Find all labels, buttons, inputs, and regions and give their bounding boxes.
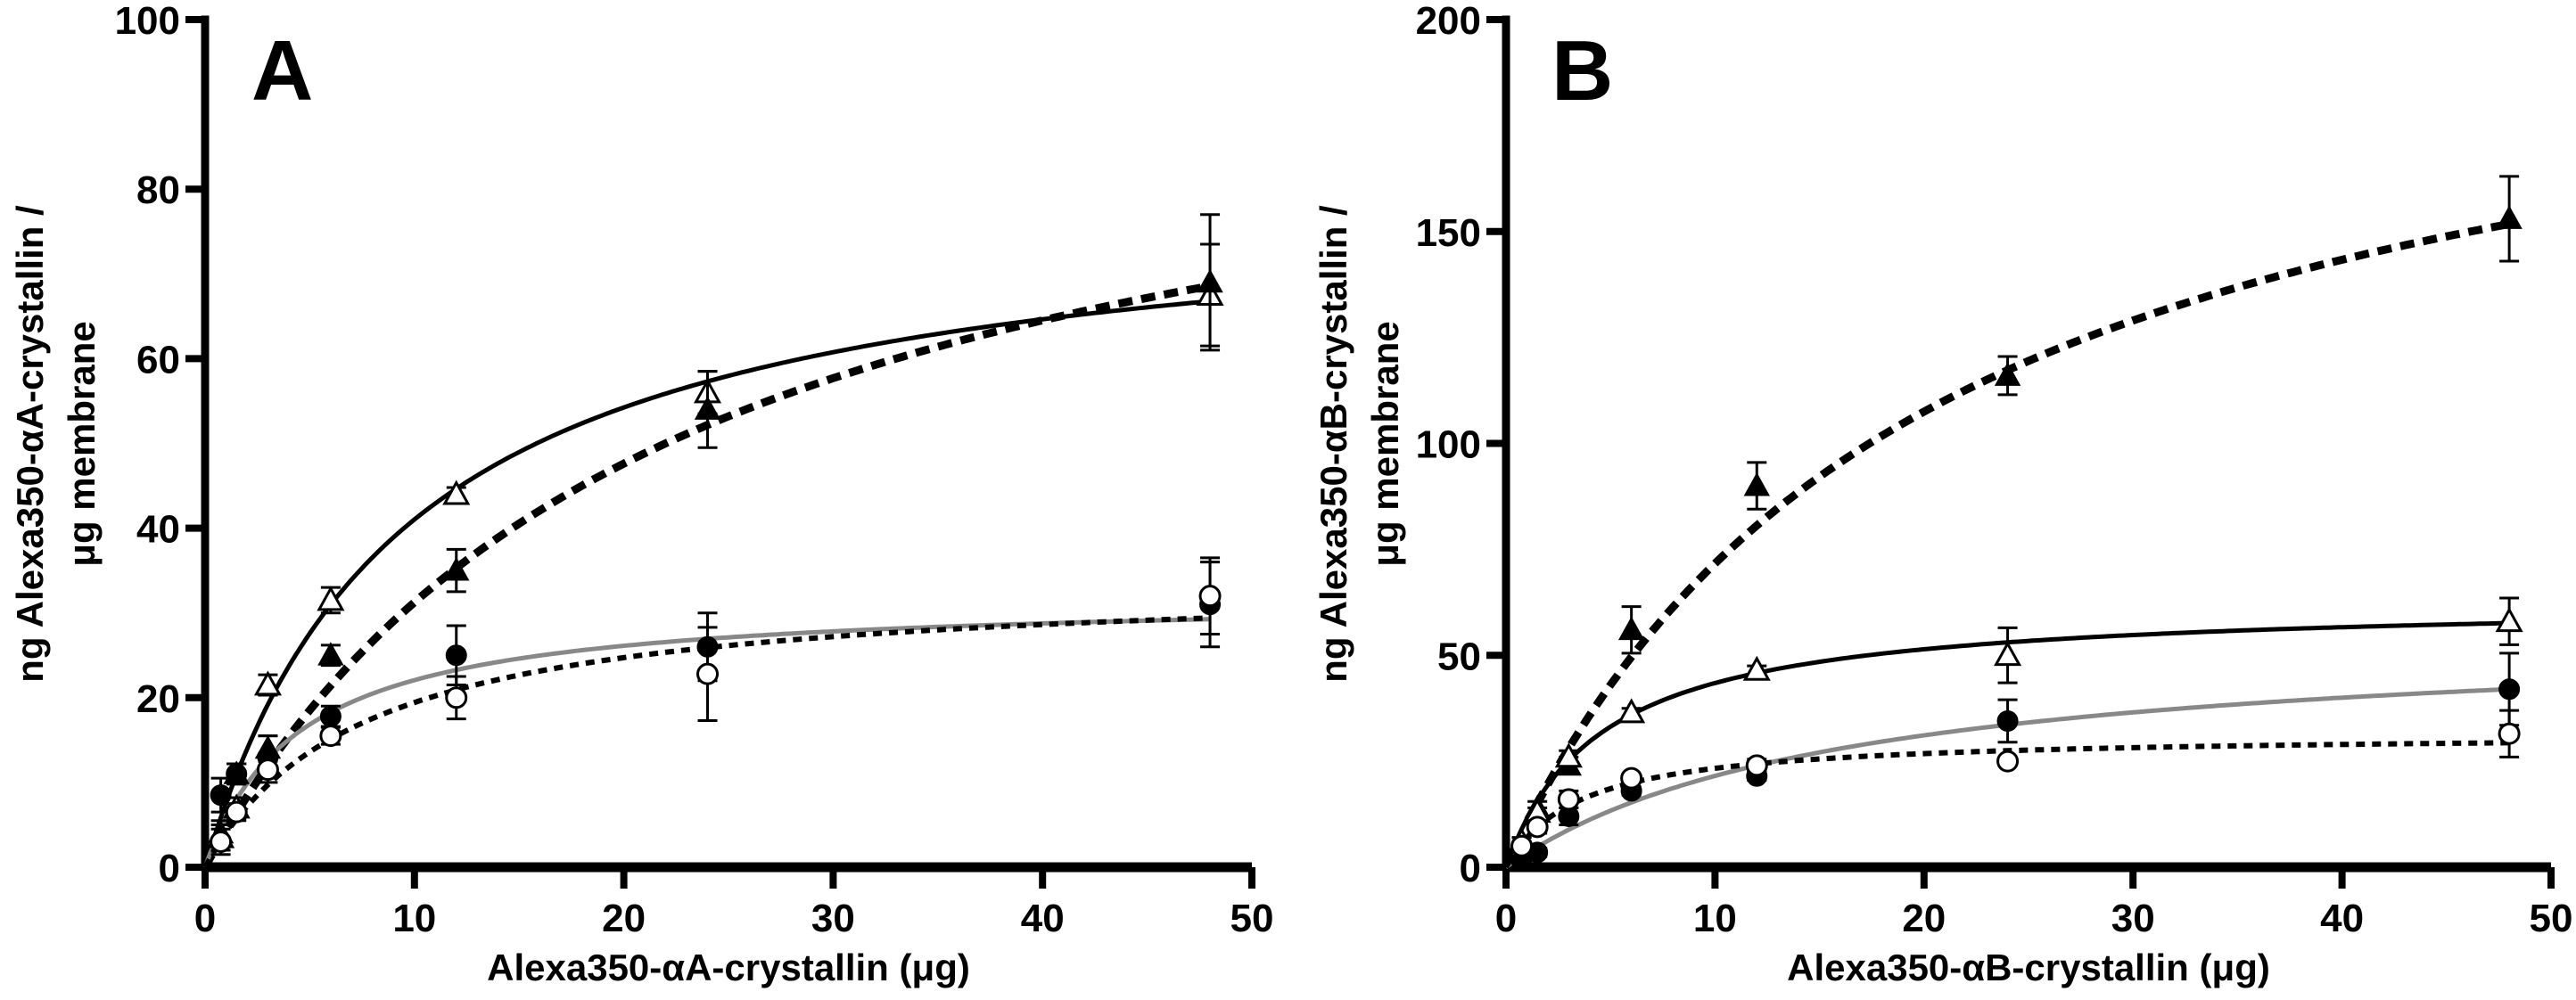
panel-a-x-tick-label: 40 <box>1021 897 1065 940</box>
panel-b-open-circle-point <box>1745 754 1768 777</box>
panel-b-open-circle-point <box>1526 816 1549 839</box>
panel-a-open-circle-fit-curve <box>202 615 1211 869</box>
panel-b-open-triangle-point <box>2495 607 2523 633</box>
panel-b-filled-triangle-point <box>1994 362 2021 386</box>
panel-b-open-circle-point <box>1510 834 1534 857</box>
panel-a-x-tick-label: 30 <box>811 897 855 940</box>
panel-a-filled-triangle-point <box>317 642 344 666</box>
panel-b-open-triangle-point <box>1554 742 1583 768</box>
panel-b-y-tick-label: 50 <box>1437 635 1481 678</box>
panel-b-y-tick-label: 100 <box>1416 423 1481 467</box>
panel-a-y-axis-title-line1: ng Alexa350-αA-crystallin / <box>9 205 51 683</box>
panel-b-x-tick-label: 0 <box>1495 897 1517 940</box>
panel-a-x-axis-title: Alexa350-αA-crystallin (μg) <box>487 947 970 988</box>
panel-b-x-tick-label: 30 <box>2111 897 2155 940</box>
panel-a-open-triangle-point <box>442 480 471 505</box>
panel-b-filled-circle-point <box>1996 709 2019 732</box>
panel-a: 0 10 20 30 40 50 0 20 40 60 80 100 A Alexa350-αA-crys… <box>9 0 1273 988</box>
panel-a-open-triangle-point <box>317 586 345 611</box>
panel-a-open-circle-point <box>445 686 468 709</box>
panel-a-open-circle-point <box>696 662 720 685</box>
panel-a-y-tick-label: 20 <box>136 677 180 721</box>
panel-b-filled-triangle-point <box>1617 616 1645 641</box>
panel-a-y-tick-label: 40 <box>136 508 180 552</box>
panel-b-open-circle-point <box>1557 788 1580 811</box>
panel-b-y-tick-label: 200 <box>1416 0 1481 43</box>
panel-b-y-axis-title-line1: ng Alexa350-αB-crystallin / <box>1313 205 1354 683</box>
panel-a-y-tick-label: 80 <box>136 168 180 212</box>
panel-b-open-triangle-point <box>1617 698 1646 724</box>
panel-a-filled-circle-point <box>210 784 232 807</box>
panel-b-open-circle-point <box>1620 766 1643 790</box>
panel-a-y-tick-label: 100 <box>115 0 180 43</box>
panel-b-open-triangle-point <box>1742 655 1771 681</box>
panel-a-filled-circle-point <box>226 763 248 785</box>
panel-b-y-tick-label: 150 <box>1416 211 1481 255</box>
panel-a-filled-circle-point <box>445 644 467 667</box>
panel-a-label: A <box>251 23 313 119</box>
panel-a-open-circle-point <box>319 725 342 748</box>
panel-b-x-tick-label: 50 <box>2530 897 2573 940</box>
panel-a-y-axis-title-line2: μg membrane <box>61 321 103 566</box>
panel-b-filled-triangle-point <box>2496 205 2523 229</box>
panel-a-filled-circle-point <box>319 705 342 727</box>
panel-b-open-circle-point <box>2498 722 2521 745</box>
panel-b-x-tick-label: 20 <box>1902 897 1946 940</box>
panel-b-x-tick-label: 40 <box>2320 897 2364 940</box>
panel-a-open-circle-point <box>1198 585 1222 608</box>
panel-a-x-tick-label: 10 <box>392 897 436 940</box>
panel-a-filled-triangle-point <box>1197 268 1223 293</box>
panel-a-x-tick-label: 50 <box>1230 897 1274 940</box>
panel-a-filled-triangle-point <box>443 557 470 581</box>
panel-b-open-triangle-point <box>1994 641 2022 667</box>
panel-b-x-axis-title: Alexa350-αB-crystallin (μg) <box>1787 947 2270 988</box>
panel-b-filled-circle-point <box>2498 678 2521 701</box>
panel-a-y-tick-label: 60 <box>136 338 180 381</box>
panel-a-open-circle-point <box>256 758 279 782</box>
panel-a-x-tick-label: 20 <box>602 897 646 940</box>
panel-b-y-axis-title-line2: μg membrane <box>1364 321 1406 566</box>
panel-b-y-tick-label: 0 <box>1460 847 1481 890</box>
panel-b-label: B <box>1551 23 1613 119</box>
panel-b: 0 10 20 30 40 50 0 50 100 150 200 B Alexa350-αB-crys… <box>1313 0 2572 988</box>
panel-a-open-circle-point <box>210 830 233 853</box>
panel-a-filled-triangle-point <box>694 396 721 420</box>
panel-b-open-circle-point <box>1996 750 2020 773</box>
panel-a-y-tick-label: 0 <box>159 847 180 890</box>
panel-a-x-tick-label: 0 <box>194 897 216 940</box>
panel-b-x-tick-label: 10 <box>1693 897 1737 940</box>
panel-b-filled-triangle-point <box>1743 471 1770 496</box>
panel-a-open-circle-point <box>225 800 248 824</box>
panel-a-open-triangle-point <box>253 670 282 696</box>
